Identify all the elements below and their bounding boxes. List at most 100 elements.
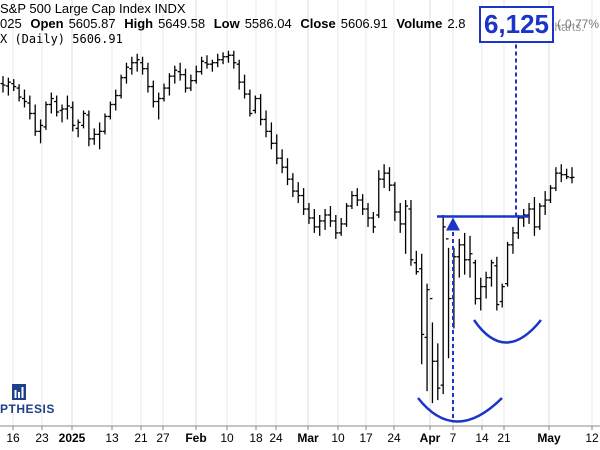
ohlc-line: 025 Open 5605.87 High 5649.58 Low 5586.04 C… <box>0 16 470 31</box>
ohlc-bar <box>419 253 425 365</box>
low-label: Low <box>213 16 240 31</box>
ohlc-bar <box>220 52 226 65</box>
ohlc-bar <box>376 170 382 218</box>
high-value: 5649.58 <box>158 16 206 31</box>
ohlc-bar <box>403 200 409 254</box>
ohlc-bar <box>27 95 33 120</box>
ohlc-bar <box>456 238 462 278</box>
logo-icon <box>12 384 26 400</box>
ohlc-bar <box>161 83 167 102</box>
ohlc-bar <box>43 101 49 130</box>
ohlc-bar <box>338 217 344 236</box>
ohlc-bar <box>64 95 70 120</box>
ohlc-bar <box>11 79 17 92</box>
ohlc-bar <box>118 74 124 99</box>
ohlc-bar <box>199 56 205 75</box>
ohlc-bar <box>225 50 231 63</box>
ohlc-bar <box>172 65 178 84</box>
ohlc-bar <box>413 250 419 275</box>
ohlc-bar <box>397 203 403 233</box>
change-percent: (-0.77% <box>557 17 600 31</box>
ohlc-bar <box>193 65 199 84</box>
ohlc-bar <box>521 209 527 227</box>
open-value: 5605.87 <box>68 16 116 31</box>
x-tick-label: 21 <box>497 431 511 445</box>
ohlc-bar <box>499 283 505 308</box>
date-prefix: 025 <box>0 16 22 31</box>
ohlc-bar <box>91 128 97 145</box>
x-tick-label: 12 <box>585 431 599 445</box>
x-tick-label: 14 <box>475 431 489 445</box>
volume-value: 2.8 <box>447 16 466 31</box>
ohlc-bar <box>333 214 339 239</box>
ohlc-bar <box>510 226 516 254</box>
x-tick-label: 2025 <box>59 431 86 445</box>
high-label: High <box>124 16 154 31</box>
ohlc-bar <box>32 104 38 136</box>
ohlc-bar <box>542 191 548 215</box>
ohlc-bar <box>177 62 183 81</box>
ohlc-bar <box>150 80 156 108</box>
ohlc-bar <box>467 235 473 278</box>
ohlc-bar <box>505 241 511 287</box>
depth-arrow-head <box>446 217 460 231</box>
ohlc-bar <box>564 168 570 180</box>
ohlc-bar <box>344 203 350 227</box>
ohlc-bar <box>86 110 92 147</box>
series-line: X (Daily) 5606.91 <box>0 32 123 46</box>
ohlc-bar <box>558 164 564 183</box>
ohlc-bar <box>435 343 441 401</box>
x-tick-label: May <box>537 431 561 445</box>
ohlc-bar <box>386 167 392 192</box>
ohlc-bar <box>134 53 140 72</box>
grid-lines <box>12 0 593 426</box>
ohlc-bar <box>349 191 355 209</box>
ohlc-bar <box>140 56 146 75</box>
ohlc-bar <box>285 158 290 186</box>
x-tick-label: 27 <box>156 431 170 445</box>
logo-text: PTHESIS <box>0 402 55 416</box>
ohlc-bar <box>531 197 537 236</box>
ohlc-bar <box>483 271 489 299</box>
ohlc-bar <box>145 62 151 93</box>
price-bars <box>0 50 575 404</box>
ohlc-bar <box>129 56 135 75</box>
low-value: 5586.04 <box>244 16 292 31</box>
x-tick-label: 13 <box>105 431 119 445</box>
ohlc-bar <box>268 122 274 150</box>
ohlc-bar <box>279 149 285 174</box>
ohlc-bar <box>102 113 108 135</box>
close-label: Close <box>300 16 336 31</box>
x-tick-label: 21 <box>134 431 148 445</box>
ohlc-bar <box>429 297 435 404</box>
ohlc-bar <box>301 188 307 215</box>
ohlc-bar <box>166 73 172 96</box>
ohlc-bar <box>446 238 452 359</box>
ohlc-bar <box>295 182 301 204</box>
ohlc-bar <box>327 206 333 227</box>
x-axis: 16 23 2025 13 21 27 Feb 10 18 24 Mar 10 17 24 Apr 7 14 21… <box>0 425 600 445</box>
ohlc-bar <box>526 203 532 224</box>
ohlc-bar <box>81 110 87 129</box>
ohlc-bar <box>16 84 22 102</box>
ohlc-bar <box>381 164 387 189</box>
ohlc-bar <box>252 95 258 114</box>
open-label: Open <box>30 16 64 31</box>
close-value: 5606.91 <box>340 16 388 31</box>
ohlc-bar <box>322 209 328 230</box>
chart-title-line: S&P 500 Large Cap Index INDX <box>0 1 186 16</box>
ohlc-bar <box>290 173 296 198</box>
ohlc-bar <box>156 92 162 120</box>
ohlc-bar <box>97 122 103 150</box>
ohlc-bar <box>515 214 521 239</box>
ohlc-bar <box>38 119 44 144</box>
ohlc-bar <box>424 283 430 392</box>
ohlc-bar <box>5 77 11 96</box>
x-tick-label: 16 <box>6 431 20 445</box>
ohlc-bar <box>306 203 312 224</box>
chart-title: S&P 500 Large Cap Index <box>0 1 151 16</box>
ohlc-bar <box>107 101 113 120</box>
target-label: 6,125 <box>479 6 554 43</box>
ohlc-bar <box>75 119 81 138</box>
